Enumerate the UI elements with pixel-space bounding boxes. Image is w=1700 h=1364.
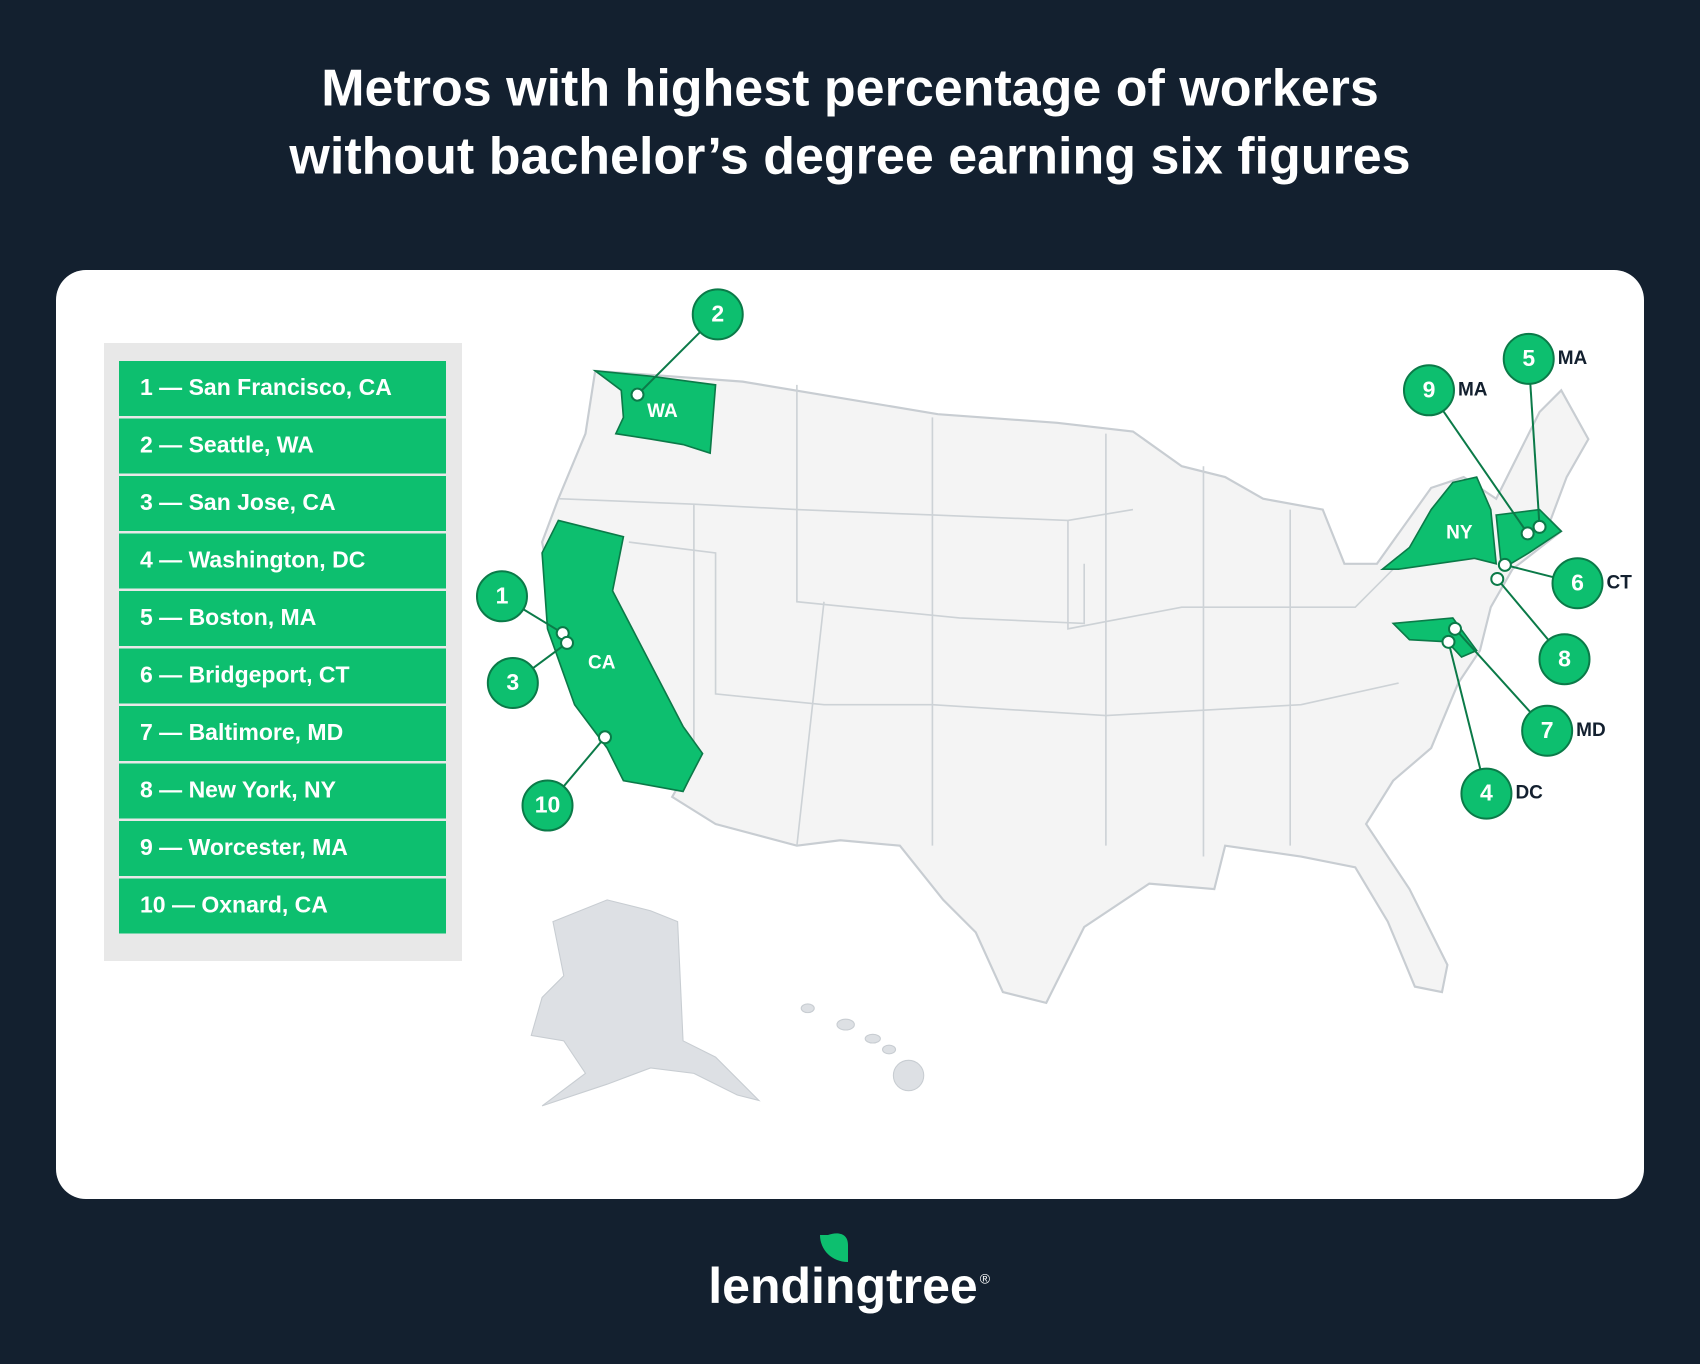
legend-text: 4 — Washington, DC — [140, 547, 365, 573]
marker-number: 10 — [535, 792, 561, 818]
marker-number: 7 — [1541, 717, 1554, 743]
legend-item — [119, 763, 446, 819]
marker — [1538, 633, 1591, 686]
marker-state: MA — [1558, 348, 1588, 369]
pin — [1447, 621, 1462, 636]
marker-number: 9 — [1423, 376, 1436, 402]
legend-item — [119, 533, 446, 589]
marker-number: 6 — [1571, 569, 1584, 595]
marker-number: 5 — [1522, 345, 1535, 371]
legend-text: 2 — Seattle, WA — [140, 432, 314, 458]
hawaii — [800, 1003, 925, 1092]
marker-number: 3 — [506, 669, 519, 695]
marker — [691, 288, 744, 341]
legend-text: 3 — San Jose, CA — [140, 489, 336, 515]
marker — [1521, 704, 1574, 757]
legend-item — [119, 476, 446, 531]
pin — [560, 635, 575, 650]
marker-number: 1 — [496, 582, 509, 608]
legend-text: 1 — San Francisco, CA — [140, 374, 392, 400]
legend-item — [119, 591, 446, 646]
alaska — [530, 899, 761, 1107]
legend-text: 9 — Worcester, MA — [140, 834, 348, 860]
state-borders — [558, 384, 1400, 857]
marker — [1502, 332, 1555, 385]
marker — [1460, 767, 1513, 820]
pin — [1441, 634, 1456, 649]
legend-item — [119, 821, 446, 876]
legend-item — [119, 706, 446, 761]
marker-state: DC — [1515, 783, 1543, 804]
legend-item — [119, 418, 446, 474]
marker-state: MA — [1458, 379, 1488, 400]
pin — [1532, 519, 1547, 534]
legend-item — [119, 878, 446, 934]
state-label: CA — [588, 653, 616, 674]
pin — [1497, 557, 1512, 572]
pin — [1490, 571, 1505, 586]
marker — [1551, 557, 1604, 610]
logo-leaf — [820, 1233, 848, 1262]
marker-state: MD — [1576, 720, 1606, 741]
marker-number: 2 — [711, 300, 724, 326]
pin — [630, 387, 645, 402]
leader-line — [1428, 389, 1529, 534]
legend-item — [119, 361, 446, 416]
legend-item — [119, 648, 446, 704]
leader-line — [1447, 641, 1488, 794]
markers: WA CA NY 1 2 3 4 DC 5 MA 6 CT 7 MD 8 9 MA 10 — [475, 288, 1633, 832]
map — [530, 369, 1590, 1107]
marker-number: 4 — [1480, 780, 1493, 806]
marker — [475, 570, 528, 623]
leader-line — [1527, 358, 1541, 527]
logo-mark: ® — [980, 1271, 991, 1287]
title-line: without bachelor’s degree earning six fi… — [288, 128, 1410, 186]
logo-text: lendingtree — [708, 1258, 977, 1314]
legend-text: 8 — New York, NY — [140, 777, 336, 803]
marker-number: 8 — [1558, 645, 1571, 671]
marker — [486, 657, 539, 710]
legend-text: 10 — Oxnard, CA — [140, 892, 328, 918]
legend-text: 7 — Baltimore, MD — [140, 719, 343, 745]
state-label: WA — [647, 401, 678, 422]
marker — [1402, 364, 1455, 417]
pin — [1520, 526, 1535, 541]
pin — [597, 730, 612, 745]
state-label: NY — [1446, 522, 1473, 543]
legend-text: 6 — Bridgeport, CT — [140, 662, 350, 688]
legend-text: 5 — Boston, MA — [140, 604, 316, 630]
marker-state: CT — [1607, 572, 1633, 593]
marker — [521, 779, 574, 832]
title-line: Metros with highest percentage of worker… — [321, 60, 1379, 118]
